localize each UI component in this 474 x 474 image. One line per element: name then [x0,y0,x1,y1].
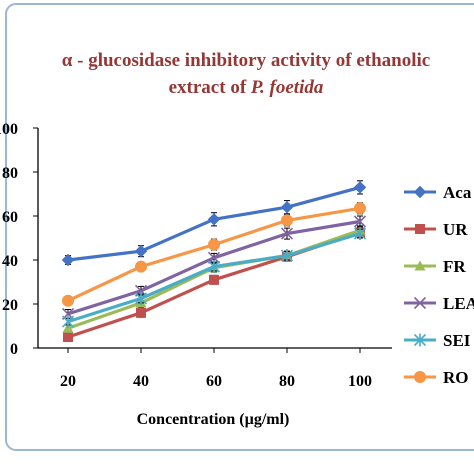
series-sei [61,227,367,329]
data-point [208,238,220,251]
x-axis-ticks: 20 40 60 80 100 [60,348,372,390]
y-tick-label: 80 [2,165,18,182]
x-tick-label: 40 [133,373,149,390]
x-tick-label: 80 [279,373,295,390]
series-ro [62,202,366,307]
legend-label: RO [443,368,469,387]
chart-title-species: P. foetida [250,77,324,98]
legend-label: LEA [443,294,474,313]
data-point [207,213,221,226]
data-point [281,214,293,227]
legend-item-sei: SEI [404,331,471,350]
legend-swatch-marker [414,371,426,383]
y-tick-label: 0 [10,341,18,358]
data-point-stroke [280,227,294,240]
chart-title-line2: extract of P. foetida [169,77,324,98]
data-point [354,202,366,215]
chart-title-line1: α - glucosidase inhibitory activity of e… [62,50,430,71]
data-point [207,260,221,274]
data-point [134,292,148,305]
data-point [280,227,294,240]
x-tick-label: 60 [206,373,222,390]
data-point [280,200,294,214]
legend-item-aca: Aca [404,183,472,202]
legend-swatch-marker [413,185,427,199]
x-tick-label: 20 [60,373,76,390]
y-axis-ticks: 0 20 40 60 80 100 [0,121,38,358]
legend-item-ur: UR [404,220,468,239]
data-point [353,181,367,194]
y-tick-label: 40 [2,253,18,270]
data-point [353,227,367,241]
data-point [135,260,147,273]
legend-swatch-marker-stroke [413,296,427,310]
data-point [61,315,75,329]
legend-label: SEI [443,331,471,350]
legend-swatch-marker [413,333,427,347]
data-point-stroke [353,215,367,228]
series-layer [61,180,367,342]
legend-item-fr: FR [404,257,466,276]
data-point [61,253,75,267]
x-axis-title: Concentration (µg/ml) [137,411,290,428]
data-point [136,307,146,318]
legend-item-ro: RO [404,368,469,387]
chart-frame [5,3,474,451]
data-point [207,251,221,264]
legend-swatch-marker [414,260,426,271]
legend-label: Aca [443,183,472,202]
legend-item-lea: LEA [404,294,474,313]
data-point [280,249,294,263]
data-point-stroke [207,251,221,264]
y-tick-label: 100 [0,121,18,138]
y-tick-label: 20 [2,297,18,314]
data-point [353,215,367,228]
data-point [209,274,219,285]
y-tick-label: 60 [2,209,18,226]
legend: Aca UR FR LEA SEI RO [404,183,474,387]
legend-label: FR [443,257,466,276]
legend-swatch-marker [415,224,425,234]
x-tick-label: 100 [348,373,372,390]
data-point [134,244,148,258]
legend-label: UR [443,220,468,239]
series-aca [61,180,367,267]
data-point [62,294,74,307]
data-point [63,332,73,342]
chart-title-prefix: extract of [169,77,251,98]
legend-swatch-marker [413,296,427,310]
